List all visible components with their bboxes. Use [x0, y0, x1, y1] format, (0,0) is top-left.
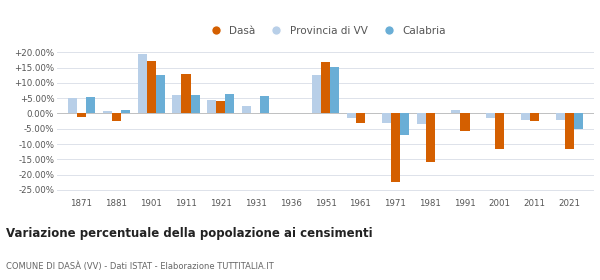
Bar: [260, 96, 269, 113]
Bar: [391, 113, 400, 182]
Bar: [486, 113, 496, 118]
Bar: [521, 113, 530, 120]
Bar: [460, 113, 470, 131]
Bar: [321, 62, 330, 113]
Bar: [242, 106, 251, 113]
Bar: [347, 113, 356, 118]
Bar: [217, 101, 226, 113]
Bar: [425, 113, 434, 162]
Bar: [451, 110, 460, 113]
Bar: [496, 113, 505, 149]
Bar: [207, 100, 217, 113]
Bar: [416, 113, 425, 124]
Bar: [146, 61, 155, 113]
Bar: [565, 113, 574, 149]
Bar: [574, 113, 583, 129]
Bar: [137, 54, 146, 113]
Bar: [155, 75, 165, 113]
Bar: [312, 75, 321, 113]
Bar: [226, 94, 235, 113]
Bar: [530, 113, 539, 121]
Bar: [330, 67, 339, 113]
Bar: [68, 98, 77, 113]
Bar: [77, 113, 86, 117]
Bar: [121, 110, 130, 113]
Bar: [191, 95, 200, 113]
Text: COMUNE DI DASÀ (VV) - Dati ISTAT - Elaborazione TUTTITALIA.IT: COMUNE DI DASÀ (VV) - Dati ISTAT - Elabo…: [6, 261, 274, 271]
Text: Variazione percentuale della popolazione ai censimenti: Variazione percentuale della popolazione…: [6, 227, 373, 240]
Bar: [86, 97, 95, 113]
Bar: [400, 113, 409, 135]
Bar: [181, 74, 191, 113]
Bar: [382, 113, 391, 123]
Legend: Dasà, Provincia di VV, Calabria: Dasà, Provincia di VV, Calabria: [201, 22, 450, 40]
Bar: [556, 113, 565, 120]
Bar: [103, 111, 112, 113]
Bar: [356, 113, 365, 123]
Bar: [172, 95, 181, 113]
Bar: [112, 113, 121, 121]
